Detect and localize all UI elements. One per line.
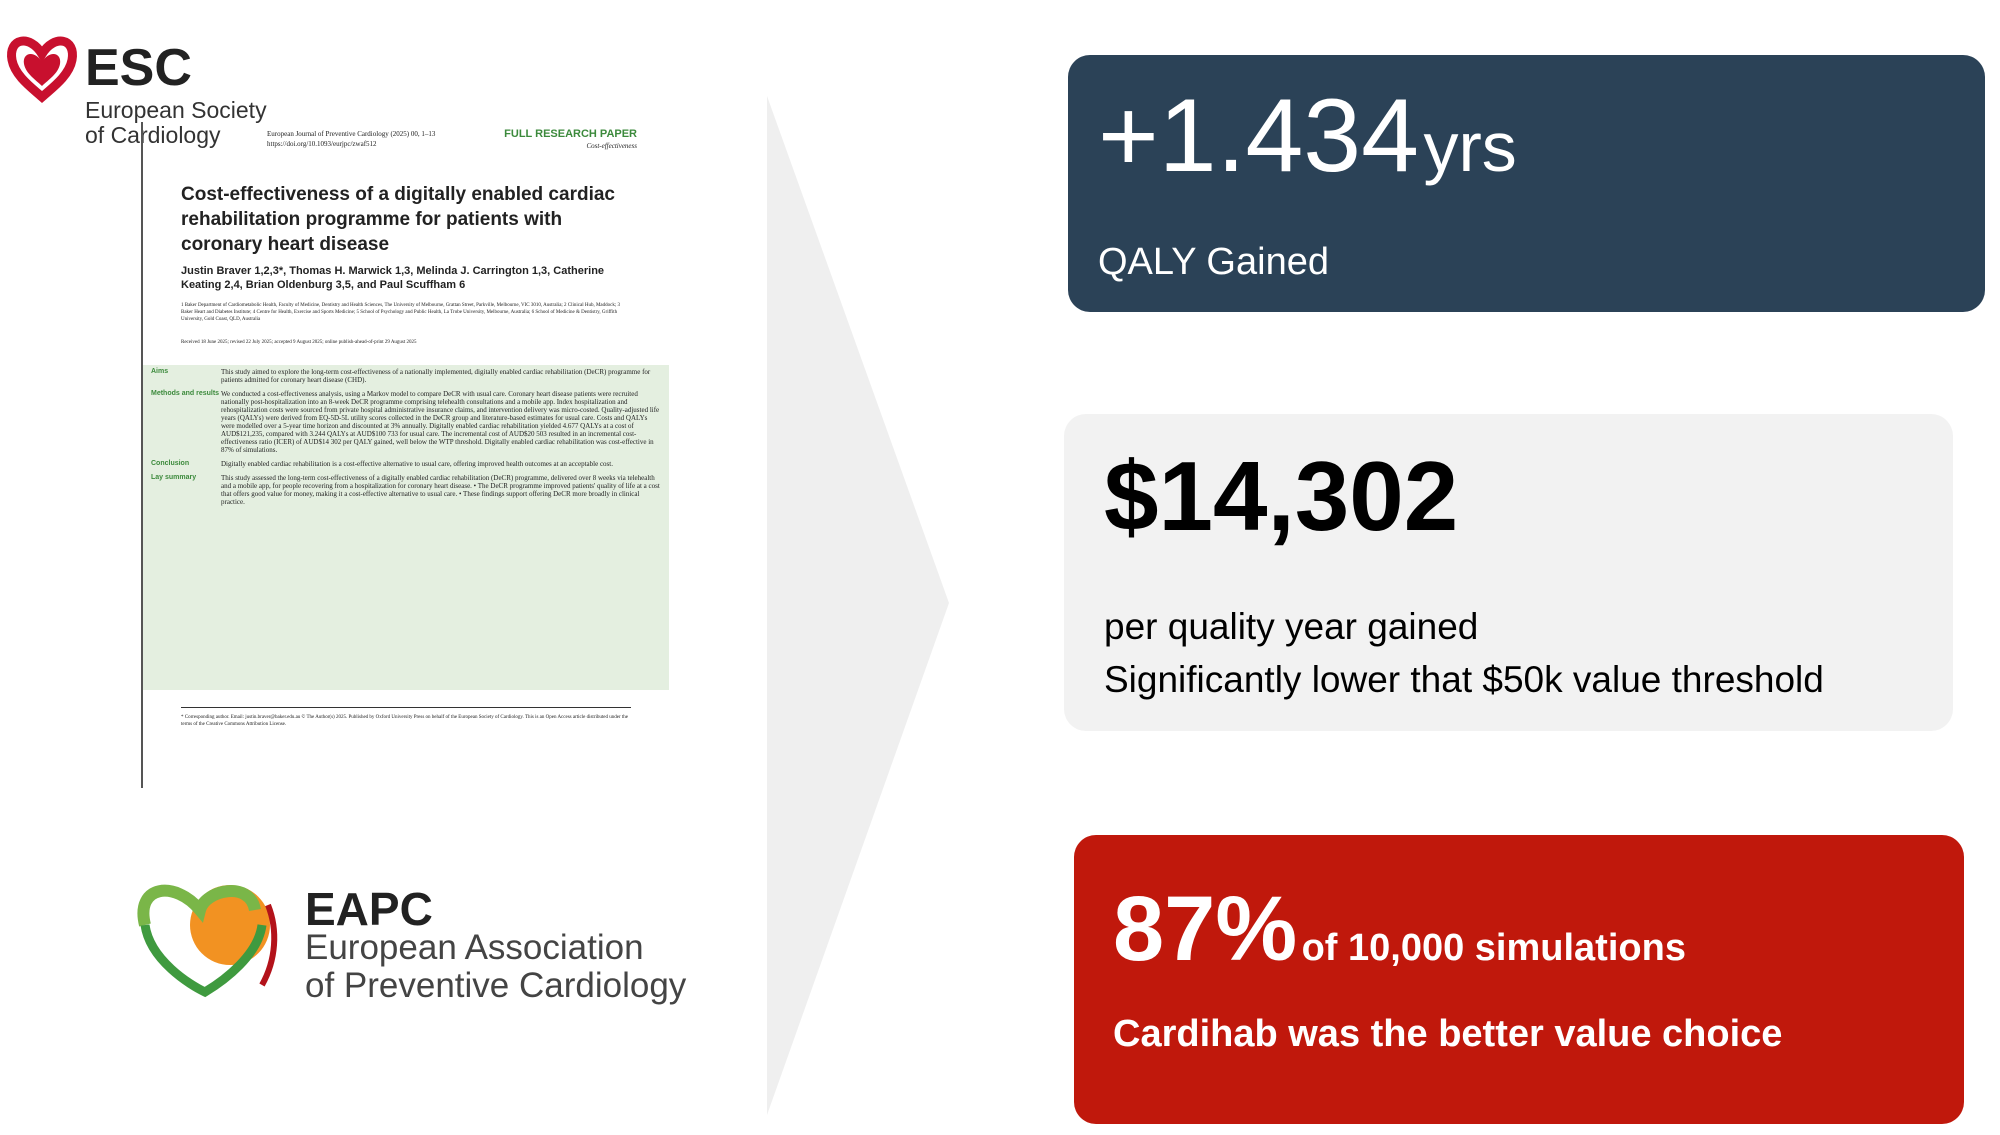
section-heading: Conclusion: [151, 460, 190, 467]
stat-headline: +1.434 yrs: [1098, 77, 1517, 196]
paper-thumbnail: European Journal of Preventive Cardiolog…: [141, 122, 669, 788]
section-heading: Aims: [151, 368, 169, 375]
section-heading: Lay summary: [151, 474, 197, 481]
eapc-abbr: EAPC: [305, 883, 433, 935]
stat-caption: per quality year gained: [1104, 606, 1479, 647]
stat-unit: yrs: [1423, 108, 1517, 186]
esc-name: of Cardiology: [85, 122, 221, 148]
paper-footnote: * Corresponding author. Email: justin.br…: [181, 707, 631, 728]
abstract: Aims This study aimed to explore the long…: [143, 365, 669, 690]
section-heading: Methods and results: [151, 390, 220, 397]
stat-caption: Cardihab was the better value choice: [1113, 1013, 1783, 1055]
eapc-name: of Preventive Cardiology: [305, 966, 687, 1005]
section-text: This study assessed the long-term cost-e…: [221, 474, 660, 506]
section-text: Digitally enabled cardiac rehabilitation…: [221, 460, 613, 468]
abstract-section: Lay summary This study assessed the long-…: [143, 471, 669, 509]
paper-title: Cost-effectiveness of a digitally enable…: [181, 184, 615, 255]
esc-abbr: ESC: [85, 39, 192, 97]
stat-caption: QALY Gained: [1098, 241, 1329, 283]
paper-affiliations: 1 Baker Department of Cardiometabolic He…: [181, 303, 621, 322]
eapc-red: [259, 903, 278, 987]
paper-label: FULL RESEARCH PAPER: [504, 128, 637, 140]
paper-received: Received 18 June 2025; revised 22 July 2…: [181, 340, 417, 345]
esc-heart-inner: [23, 53, 61, 86]
stat-card: 87% of 10,000 simulations Cardihab was t…: [1074, 835, 1964, 1124]
esc-heart: [7, 36, 77, 104]
esc-name: European Society: [85, 97, 267, 123]
stat-headline: 87% of 10,000 simulations: [1113, 877, 1686, 982]
stat-value: $14,302: [1104, 441, 1459, 551]
abstract-section: Methods and results We conducted a cost-e…: [143, 387, 669, 457]
section-text: We conducted a cost-effectiveness analys…: [221, 390, 660, 454]
abstract-section: Aims This study aimed to explore the long…: [143, 365, 669, 387]
stat-card: $14,302 per quality year gained Signific…: [1064, 414, 1953, 731]
stat-card: +1.434 yrs QALY Gained: [1068, 55, 1985, 312]
section-text: This study aimed to explore the long-ter…: [221, 368, 651, 384]
stat-suffix: of 10,000 simulations: [1301, 927, 1686, 969]
eapc-green-lower: [140, 924, 267, 998]
paper-category: Cost-effectiveness: [586, 142, 637, 150]
eapc-name: European Association: [305, 928, 644, 967]
eapc-green: [137, 884, 261, 927]
stat-value: 87%: [1113, 878, 1298, 980]
stat-caption: Significantly lower that $50k value thre…: [1104, 659, 1824, 700]
paper-authors: Justin Braver 1,2,3*, Thomas H. Marwick …: [181, 265, 605, 291]
journal: European Journal of Preventive Cardiolog…: [267, 130, 436, 138]
chevron: [767, 96, 949, 1115]
doi: https://doi.org/10.1093/eurjpc/zwaf512: [267, 140, 377, 148]
stat-value: +1.434: [1098, 78, 1419, 194]
abstract-section: Conclusion Digitally enabled cardiac reha…: [143, 457, 669, 471]
